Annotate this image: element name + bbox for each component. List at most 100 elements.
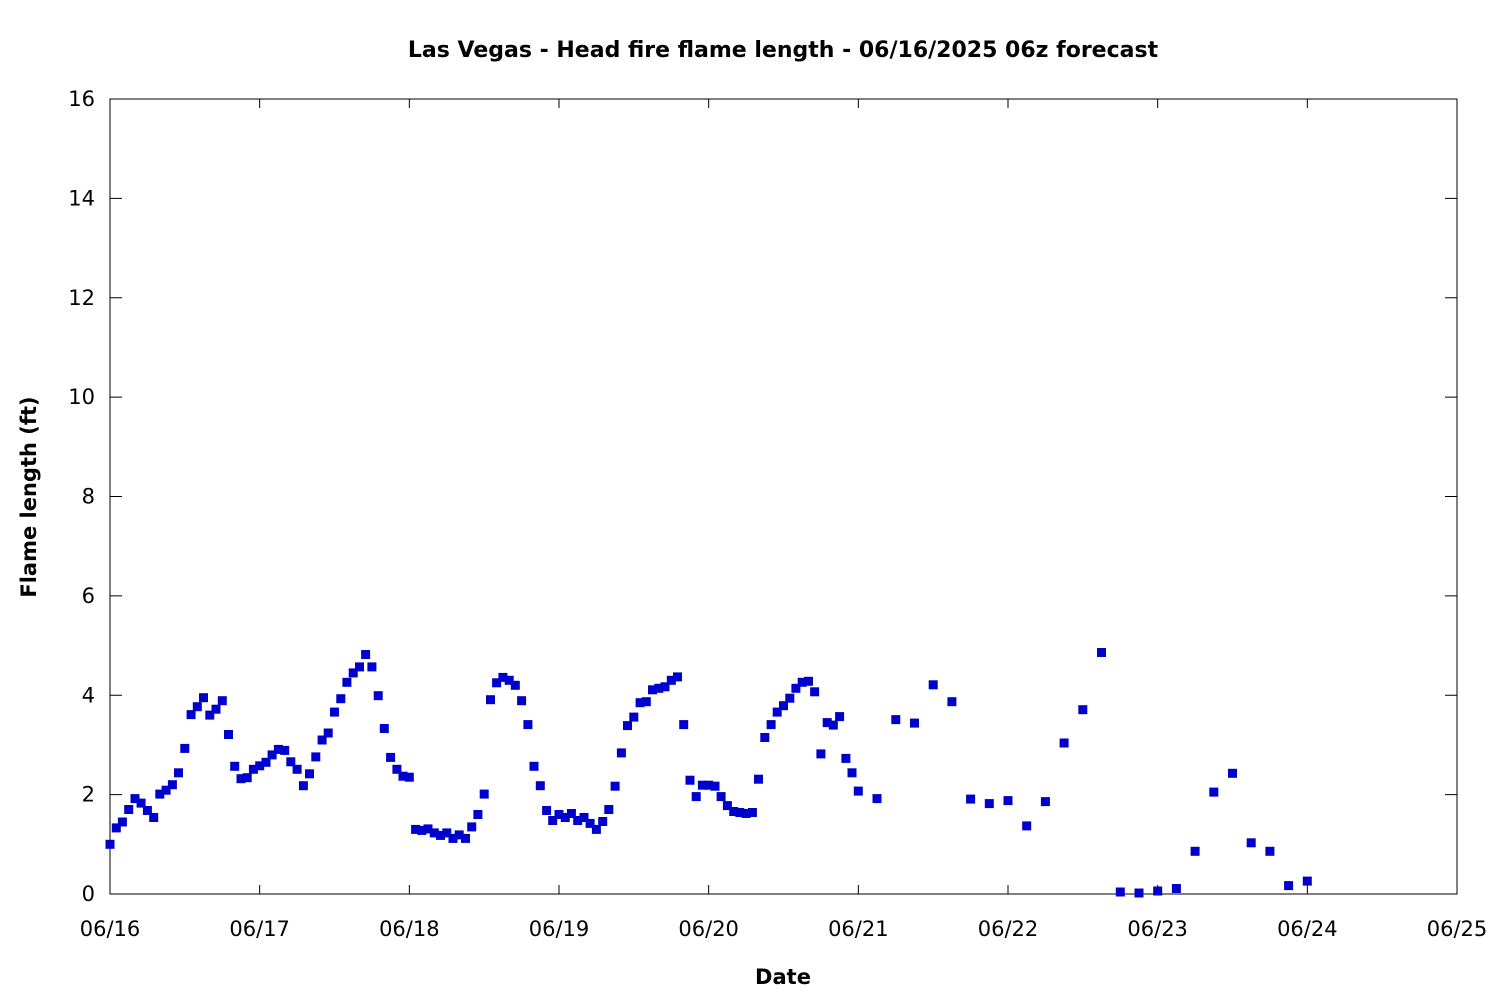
y-tick-label: 12 bbox=[68, 286, 95, 310]
data-point bbox=[548, 816, 558, 825]
data-point bbox=[673, 672, 682, 682]
data-point bbox=[847, 768, 857, 778]
data-point bbox=[149, 813, 159, 822]
data-point bbox=[1228, 768, 1237, 778]
data-point bbox=[392, 764, 402, 774]
x-tick-label: 06/17 bbox=[229, 917, 290, 941]
data-point bbox=[224, 730, 233, 739]
data-point bbox=[835, 712, 845, 722]
data-point bbox=[1040, 797, 1050, 807]
data-point bbox=[729, 807, 739, 816]
x-axis-label: Date bbox=[755, 965, 811, 989]
data-point bbox=[261, 757, 271, 767]
data-point bbox=[947, 697, 957, 707]
data-point bbox=[891, 715, 901, 725]
data-point bbox=[161, 785, 171, 795]
data-point bbox=[754, 774, 763, 784]
data-point bbox=[691, 792, 701, 802]
data-point bbox=[236, 774, 246, 784]
x-tick-label: 06/23 bbox=[1127, 917, 1188, 941]
data-point bbox=[1284, 881, 1294, 891]
data-point bbox=[641, 697, 651, 707]
x-tick-label: 06/19 bbox=[529, 917, 590, 941]
data-point bbox=[629, 712, 639, 722]
data-point bbox=[760, 733, 770, 742]
data-point bbox=[417, 825, 427, 835]
x-tick-label: 06/18 bbox=[379, 917, 440, 941]
data-point bbox=[486, 695, 495, 705]
data-point bbox=[517, 696, 527, 706]
data-point bbox=[180, 743, 190, 753]
data-point bbox=[379, 724, 389, 733]
data-point bbox=[1209, 787, 1219, 797]
data-point bbox=[142, 806, 152, 815]
data-point bbox=[966, 794, 976, 804]
x-tick-label: 06/16 bbox=[80, 917, 141, 941]
data-point bbox=[554, 810, 564, 819]
data-point bbox=[111, 823, 121, 833]
data-point bbox=[473, 810, 483, 819]
data-point bbox=[336, 694, 346, 704]
data-point bbox=[454, 830, 464, 840]
data-point bbox=[105, 839, 115, 849]
data-point bbox=[710, 781, 720, 791]
x-tick-label: 06/21 bbox=[828, 917, 889, 941]
data-point bbox=[467, 822, 477, 832]
data-point bbox=[242, 773, 252, 783]
data-point bbox=[174, 768, 183, 778]
data-point bbox=[1171, 884, 1181, 893]
data-point bbox=[1153, 886, 1163, 896]
data-point bbox=[822, 718, 832, 728]
data-point bbox=[510, 680, 520, 690]
data-point bbox=[124, 805, 134, 814]
y-axis-label: Flame length (ft) bbox=[17, 396, 41, 597]
data-point bbox=[1302, 876, 1312, 886]
y-axis: 0 2 4 6 8 10 12 14 16 bbox=[68, 87, 1457, 906]
data-point bbox=[804, 676, 813, 686]
data-point bbox=[660, 682, 670, 692]
data-point bbox=[1115, 887, 1125, 897]
y-tick-label: 8 bbox=[82, 485, 95, 509]
data-point bbox=[716, 792, 726, 802]
data-point bbox=[535, 781, 545, 791]
data-point bbox=[199, 693, 208, 703]
data-point bbox=[398, 771, 408, 781]
data-point bbox=[704, 780, 714, 790]
data-point bbox=[192, 702, 202, 712]
data-point bbox=[1059, 738, 1069, 748]
data-point bbox=[598, 817, 608, 826]
data-point bbox=[1097, 648, 1106, 657]
x-tick-label: 06/22 bbox=[978, 917, 1039, 941]
data-point bbox=[361, 650, 371, 659]
data-point bbox=[255, 761, 265, 771]
data-point bbox=[442, 828, 452, 838]
data-point bbox=[1134, 888, 1144, 898]
y-tick-label: 14 bbox=[68, 186, 95, 210]
data-point bbox=[529, 761, 539, 771]
data-point bbox=[167, 780, 177, 790]
data-point bbox=[411, 824, 421, 834]
data-point bbox=[685, 775, 695, 785]
data-point bbox=[623, 721, 632, 731]
y-tick-label: 16 bbox=[68, 87, 95, 111]
data-point bbox=[1190, 846, 1200, 856]
data-point bbox=[367, 662, 377, 672]
data-point bbox=[616, 748, 626, 758]
data-point bbox=[910, 718, 919, 728]
data-point bbox=[504, 675, 514, 685]
data-point bbox=[342, 677, 352, 687]
x-tick-label: 06/20 bbox=[678, 917, 739, 941]
y-tick-label: 6 bbox=[82, 584, 95, 608]
data-point bbox=[797, 677, 807, 687]
data-point bbox=[810, 687, 820, 697]
chart-title: Las Vegas - Head fire flame length - 06/… bbox=[408, 38, 1159, 63]
data-point bbox=[816, 749, 826, 759]
data-point bbox=[772, 707, 782, 717]
data-point bbox=[1022, 821, 1032, 831]
data-point bbox=[679, 720, 689, 730]
data-point bbox=[853, 786, 863, 796]
data-point bbox=[1078, 705, 1088, 715]
data-point bbox=[461, 833, 470, 843]
data-points bbox=[105, 648, 1312, 898]
data-point bbox=[423, 824, 433, 834]
